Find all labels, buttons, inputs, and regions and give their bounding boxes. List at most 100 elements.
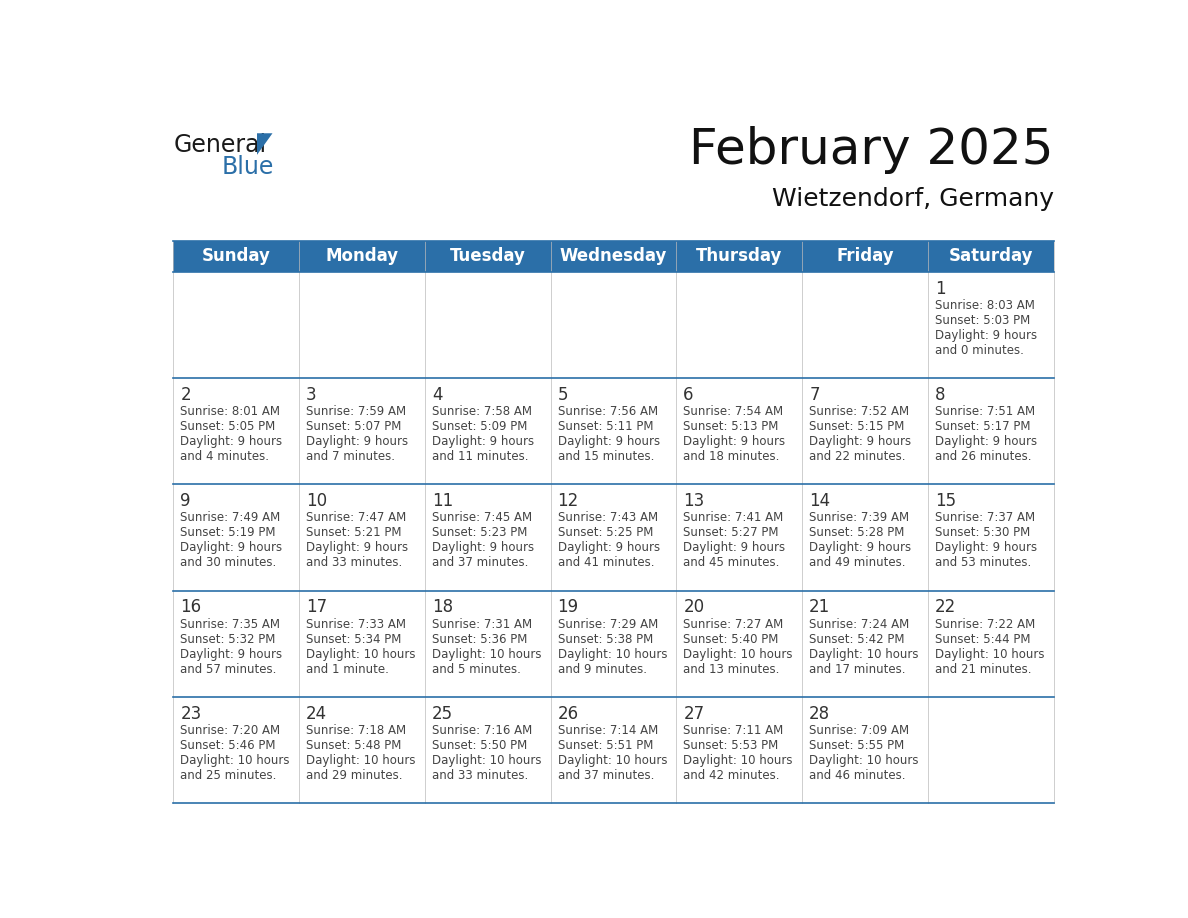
- Text: Blue: Blue: [221, 155, 273, 179]
- Text: and 41 minutes.: and 41 minutes.: [557, 556, 655, 569]
- Text: and 13 minutes.: and 13 minutes.: [683, 663, 779, 676]
- Text: 1: 1: [935, 280, 946, 297]
- Text: Sunset: 5:21 PM: Sunset: 5:21 PM: [307, 526, 402, 540]
- Text: Sunrise: 7:11 AM: Sunrise: 7:11 AM: [683, 724, 784, 737]
- Text: Wietzendorf, Germany: Wietzendorf, Germany: [772, 187, 1054, 211]
- Text: Sunrise: 7:20 AM: Sunrise: 7:20 AM: [181, 724, 280, 737]
- Text: and 30 minutes.: and 30 minutes.: [181, 556, 277, 569]
- Text: and 22 minutes.: and 22 minutes.: [809, 450, 905, 463]
- Text: Daylight: 10 hours: Daylight: 10 hours: [307, 754, 416, 767]
- Text: 24: 24: [307, 705, 327, 722]
- Text: and 33 minutes.: and 33 minutes.: [431, 769, 529, 782]
- Text: and 26 minutes.: and 26 minutes.: [935, 450, 1031, 463]
- Text: Daylight: 9 hours: Daylight: 9 hours: [181, 435, 283, 448]
- Text: 18: 18: [431, 599, 453, 616]
- Text: 17: 17: [307, 599, 327, 616]
- Text: 5: 5: [557, 386, 568, 404]
- Text: and 11 minutes.: and 11 minutes.: [431, 450, 529, 463]
- Text: Daylight: 9 hours: Daylight: 9 hours: [683, 542, 785, 554]
- Text: 9: 9: [181, 492, 191, 510]
- Text: Daylight: 10 hours: Daylight: 10 hours: [557, 754, 668, 767]
- Polygon shape: [257, 133, 272, 155]
- Text: and 37 minutes.: and 37 minutes.: [431, 556, 529, 569]
- Text: 19: 19: [557, 599, 579, 616]
- Text: and 9 minutes.: and 9 minutes.: [557, 663, 646, 676]
- Text: 20: 20: [683, 599, 704, 616]
- Text: Sunset: 5:30 PM: Sunset: 5:30 PM: [935, 526, 1030, 540]
- Text: 27: 27: [683, 705, 704, 722]
- Text: 11: 11: [431, 492, 453, 510]
- Text: and 25 minutes.: and 25 minutes.: [181, 769, 277, 782]
- Text: February 2025: February 2025: [689, 126, 1054, 174]
- Text: Daylight: 9 hours: Daylight: 9 hours: [935, 542, 1037, 554]
- Text: Sunrise: 7:29 AM: Sunrise: 7:29 AM: [557, 618, 658, 631]
- Text: and 18 minutes.: and 18 minutes.: [683, 450, 779, 463]
- Text: Sunrise: 7:59 AM: Sunrise: 7:59 AM: [307, 405, 406, 418]
- Text: Sunrise: 7:47 AM: Sunrise: 7:47 AM: [307, 511, 406, 524]
- Text: Daylight: 9 hours: Daylight: 9 hours: [935, 329, 1037, 341]
- Text: Sunrise: 7:41 AM: Sunrise: 7:41 AM: [683, 511, 784, 524]
- Text: Sunrise: 7:18 AM: Sunrise: 7:18 AM: [307, 724, 406, 737]
- Text: 13: 13: [683, 492, 704, 510]
- Text: Sunrise: 7:37 AM: Sunrise: 7:37 AM: [935, 511, 1035, 524]
- Bar: [173, 272, 1054, 378]
- Text: 12: 12: [557, 492, 579, 510]
- Text: 2: 2: [181, 386, 191, 404]
- Text: and 37 minutes.: and 37 minutes.: [557, 769, 653, 782]
- Text: Sunrise: 7:16 AM: Sunrise: 7:16 AM: [431, 724, 532, 737]
- Bar: [173, 378, 1054, 485]
- Text: 14: 14: [809, 492, 830, 510]
- Text: Sunset: 5:11 PM: Sunset: 5:11 PM: [557, 420, 653, 433]
- Text: Sunrise: 8:03 AM: Sunrise: 8:03 AM: [935, 299, 1035, 312]
- Text: Sunrise: 7:52 AM: Sunrise: 7:52 AM: [809, 405, 909, 418]
- Text: 7: 7: [809, 386, 820, 404]
- Text: Sunset: 5:44 PM: Sunset: 5:44 PM: [935, 633, 1030, 645]
- Text: Sunrise: 7:54 AM: Sunrise: 7:54 AM: [683, 405, 783, 418]
- Text: Sunrise: 7:09 AM: Sunrise: 7:09 AM: [809, 724, 909, 737]
- Text: Sunrise: 7:14 AM: Sunrise: 7:14 AM: [557, 724, 658, 737]
- Text: Sunrise: 7:58 AM: Sunrise: 7:58 AM: [431, 405, 532, 418]
- Bar: [173, 485, 1054, 590]
- Text: 16: 16: [181, 599, 202, 616]
- Text: Daylight: 10 hours: Daylight: 10 hours: [181, 754, 290, 767]
- Text: 22: 22: [935, 599, 956, 616]
- Text: Sunrise: 7:27 AM: Sunrise: 7:27 AM: [683, 618, 784, 631]
- Text: Daylight: 9 hours: Daylight: 9 hours: [307, 435, 409, 448]
- Text: Sunset: 5:34 PM: Sunset: 5:34 PM: [307, 633, 402, 645]
- Text: Sunrise: 7:51 AM: Sunrise: 7:51 AM: [935, 405, 1035, 418]
- Text: Sunset: 5:19 PM: Sunset: 5:19 PM: [181, 526, 276, 540]
- Text: and 33 minutes.: and 33 minutes.: [307, 556, 403, 569]
- Text: Sunset: 5:28 PM: Sunset: 5:28 PM: [809, 526, 904, 540]
- Text: 25: 25: [431, 705, 453, 722]
- Text: Sunset: 5:38 PM: Sunset: 5:38 PM: [557, 633, 653, 645]
- Text: Sunset: 5:42 PM: Sunset: 5:42 PM: [809, 633, 904, 645]
- Text: Daylight: 10 hours: Daylight: 10 hours: [431, 647, 542, 661]
- Text: and 5 minutes.: and 5 minutes.: [431, 663, 520, 676]
- Text: Sunset: 5:53 PM: Sunset: 5:53 PM: [683, 739, 778, 752]
- Text: Daylight: 9 hours: Daylight: 9 hours: [181, 647, 283, 661]
- Text: and 42 minutes.: and 42 minutes.: [683, 769, 779, 782]
- Text: Sunset: 5:36 PM: Sunset: 5:36 PM: [431, 633, 527, 645]
- Text: Sunrise: 8:01 AM: Sunrise: 8:01 AM: [181, 405, 280, 418]
- Text: 10: 10: [307, 492, 327, 510]
- Text: Sunrise: 7:56 AM: Sunrise: 7:56 AM: [557, 405, 658, 418]
- Text: and 29 minutes.: and 29 minutes.: [307, 769, 403, 782]
- Text: Thursday: Thursday: [696, 248, 783, 265]
- Text: Sunrise: 7:45 AM: Sunrise: 7:45 AM: [431, 511, 532, 524]
- Text: Sunrise: 7:49 AM: Sunrise: 7:49 AM: [181, 511, 280, 524]
- Text: 26: 26: [557, 705, 579, 722]
- Text: Sunset: 5:07 PM: Sunset: 5:07 PM: [307, 420, 402, 433]
- Text: Tuesday: Tuesday: [450, 248, 525, 265]
- Text: Daylight: 10 hours: Daylight: 10 hours: [935, 647, 1044, 661]
- Text: Daylight: 10 hours: Daylight: 10 hours: [683, 647, 792, 661]
- Text: Sunrise: 7:39 AM: Sunrise: 7:39 AM: [809, 511, 909, 524]
- Text: Sunset: 5:13 PM: Sunset: 5:13 PM: [683, 420, 779, 433]
- Text: and 21 minutes.: and 21 minutes.: [935, 663, 1031, 676]
- Text: Daylight: 10 hours: Daylight: 10 hours: [683, 754, 792, 767]
- Text: Daylight: 10 hours: Daylight: 10 hours: [557, 647, 668, 661]
- Text: and 1 minute.: and 1 minute.: [307, 663, 388, 676]
- Text: Sunrise: 7:43 AM: Sunrise: 7:43 AM: [557, 511, 658, 524]
- Bar: [173, 241, 1054, 272]
- Text: Friday: Friday: [836, 248, 893, 265]
- Text: Sunset: 5:50 PM: Sunset: 5:50 PM: [431, 739, 527, 752]
